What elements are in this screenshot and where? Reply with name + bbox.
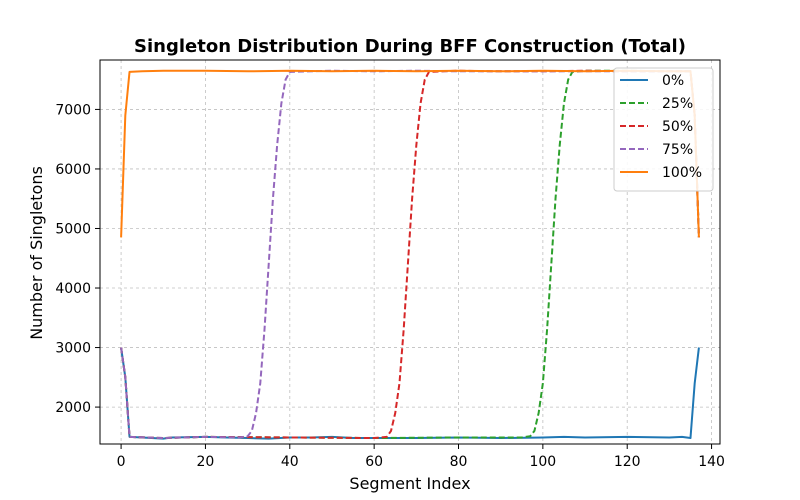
y-tick-label: 7000 — [55, 102, 91, 118]
legend-label: 100% — [662, 165, 702, 181]
x-tick-label: 40 — [281, 454, 299, 470]
y-axis-label: Number of Singletons — [27, 166, 46, 340]
x-tick-label: 60 — [365, 454, 383, 470]
series-line-75-pct — [120, 69, 700, 440]
legend-box — [613, 67, 714, 192]
y-tick-label: 2000 — [55, 400, 91, 416]
series-line-0-pct — [120, 347, 700, 440]
legend-label: 0% — [662, 73, 684, 89]
series-layer — [120, 69, 700, 440]
legend-label: 25% — [662, 96, 693, 112]
series-line-50-pct — [120, 69, 700, 440]
x-tick-label: 0 — [117, 454, 126, 470]
tick-layer: 0 20 40 60 80 100 120 140 2000 3000 4000 5000 6000 70… — [55, 102, 725, 470]
legend-label: 50% — [662, 119, 693, 135]
x-tick-label: 20 — [197, 454, 215, 470]
y-tick-label: 4000 — [55, 281, 91, 297]
chart-title: Singleton Distribution During BFF Constr… — [134, 36, 686, 57]
x-tick-label: 80 — [450, 454, 468, 470]
plot-frame — [99, 59, 721, 445]
series-line-25-pct — [120, 69, 700, 440]
y-tick-label: 6000 — [55, 162, 91, 178]
series-line-100-pct — [120, 69, 700, 238]
y-tick-label: 3000 — [55, 341, 91, 357]
x-axis-label: Segment Index — [349, 474, 470, 493]
legend-label: 75% — [662, 142, 693, 158]
x-tick-label: 120 — [614, 454, 641, 470]
legend: 0% 25% 50% 75% 100% — [613, 67, 714, 192]
x-tick-label: 140 — [698, 454, 725, 470]
y-tick-label: 5000 — [55, 221, 91, 237]
x-tick-label: 100 — [529, 454, 556, 470]
